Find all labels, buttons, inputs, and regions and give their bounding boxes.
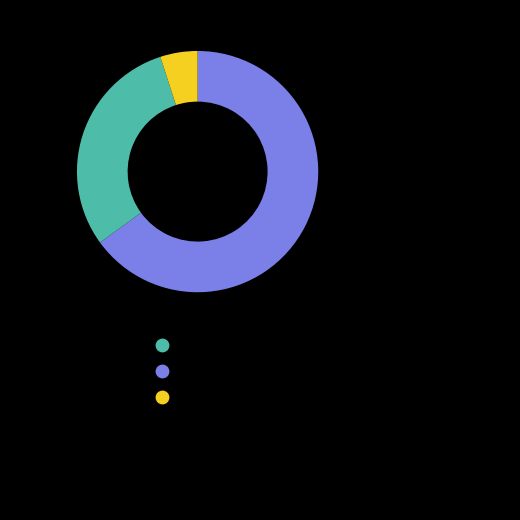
- Point: [158, 341, 166, 349]
- Wedge shape: [77, 57, 176, 242]
- Wedge shape: [100, 51, 318, 292]
- Wedge shape: [160, 51, 198, 105]
- Point: [158, 367, 166, 375]
- Point: [158, 393, 166, 401]
